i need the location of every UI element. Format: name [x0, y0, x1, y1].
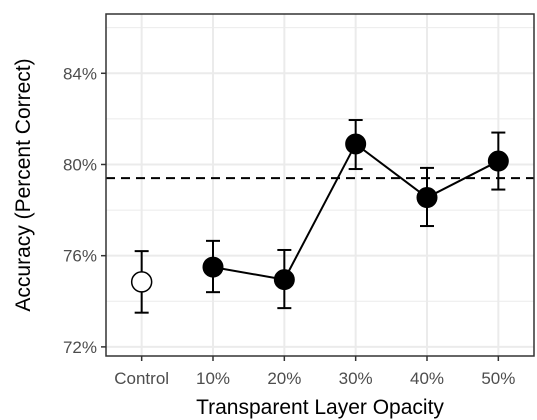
- data-points: [130, 133, 509, 293]
- y-axis-ticks: 72% 76% 80% 84%: [63, 64, 106, 357]
- panel-border: [105, 13, 535, 357]
- data-point: [416, 187, 438, 209]
- y-axis-title: Accuracy (Percent Correct): [12, 58, 35, 311]
- data-point: [487, 150, 509, 172]
- grid-lines: [106, 14, 534, 356]
- x-axis-title: Transparent Layer Opacity: [196, 396, 444, 419]
- data-point: [202, 256, 224, 278]
- x-tick-label: 30%: [339, 369, 373, 388]
- x-axis-ticks: Control 10% 20% 30% 40% 50%: [114, 356, 515, 388]
- error-bars: [134, 119, 506, 314]
- data-point: [130, 271, 153, 293]
- y-tick-label: 80%: [63, 155, 97, 174]
- y-tick-label: 84%: [63, 64, 97, 83]
- x-tick-label: 20%: [267, 369, 301, 388]
- x-tick-label: 50%: [481, 369, 515, 388]
- x-tick-label: 40%: [410, 369, 444, 388]
- data-point: [345, 133, 367, 155]
- y-tick-label: 76%: [63, 247, 97, 266]
- x-tick-label: Control: [114, 369, 169, 388]
- y-tick-label: 72%: [63, 338, 97, 357]
- data-point: [273, 269, 295, 291]
- x-tick-label: 10%: [196, 369, 230, 388]
